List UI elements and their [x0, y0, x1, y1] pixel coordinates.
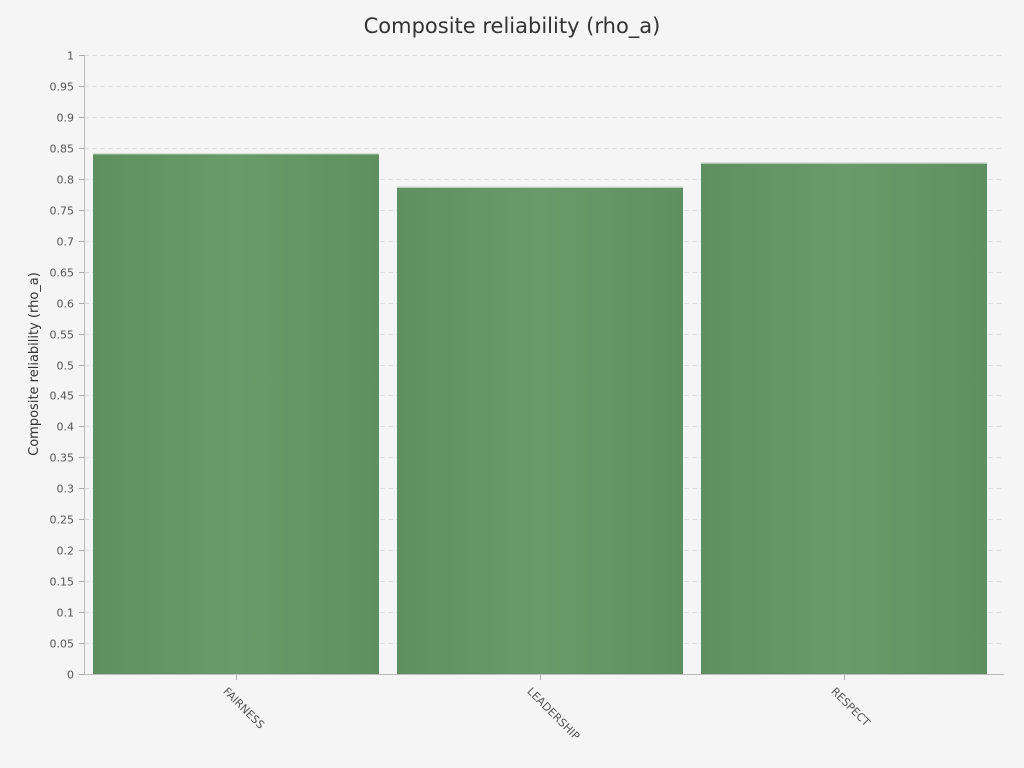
- y-tick-label: 0.1: [57, 607, 75, 620]
- y-tick-label: 0.9: [57, 112, 75, 125]
- y-axis-label: Composite reliability (rho_a): [27, 272, 42, 456]
- bar-fairness[interactable]: [93, 153, 379, 674]
- x-tick-label: LEADERSHIP: [524, 685, 582, 743]
- y-tick-label: 0.25: [50, 514, 75, 527]
- y-tick-label: 0.95: [50, 81, 75, 94]
- y-tick-label: 0.2: [57, 545, 75, 558]
- y-tick-label: 0.3: [57, 483, 75, 496]
- y-tick-label: 0.05: [50, 638, 75, 651]
- bar-leadership[interactable]: [397, 186, 683, 675]
- x-tick-label: FAIRNESS: [220, 685, 267, 732]
- y-tick-label: 0.55: [50, 329, 75, 342]
- y-tick-label: 1: [67, 50, 74, 63]
- y-tick-label: 0.5: [57, 360, 75, 373]
- y-tick-label: 0.8: [57, 174, 75, 187]
- y-tick-label: 0.35: [50, 452, 75, 465]
- x-tick-label: RESPECT: [828, 685, 872, 729]
- chart-title: Composite reliability (rho_a): [363, 14, 661, 38]
- y-tick-label: 0.7: [57, 236, 75, 249]
- y-tick-label: 0: [67, 669, 74, 682]
- bar-respect[interactable]: [701, 162, 987, 674]
- y-tick-label: 0.4: [57, 421, 75, 434]
- y-tick-label: 0.85: [50, 143, 75, 156]
- y-tick-label: 0.15: [50, 576, 75, 589]
- y-tick-label: 0.45: [50, 390, 75, 403]
- y-tick-label: 0.75: [50, 205, 75, 218]
- y-tick-label: 0.65: [50, 267, 75, 280]
- y-tick-label: 0.6: [57, 298, 75, 311]
